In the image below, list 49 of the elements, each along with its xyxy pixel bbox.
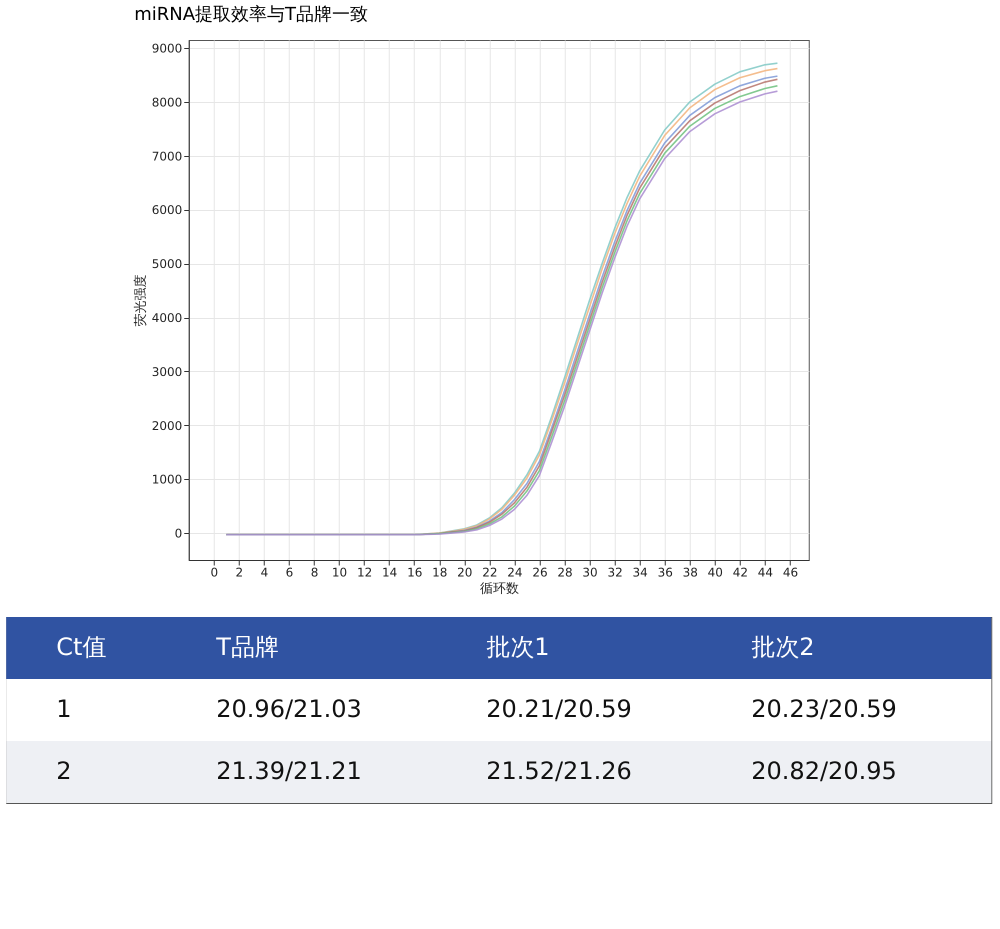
- x-tick-label: 34: [632, 566, 648, 580]
- x-tick-label: 22: [482, 566, 498, 580]
- x-tick-label: 12: [356, 566, 372, 580]
- x-tick-label: 4: [260, 566, 268, 580]
- x-tick-label: 26: [532, 566, 548, 580]
- x-tick-label: 0: [210, 566, 218, 580]
- x-tick-label: 10: [332, 566, 348, 580]
- x-tick-label: 14: [382, 566, 398, 580]
- x-tick-label: 28: [557, 566, 573, 580]
- x-tick-label: 24: [507, 566, 523, 580]
- text: 21.39/21.21: [216, 757, 362, 785]
- x-tick-label: 8: [310, 566, 318, 580]
- x-tick-label: 40: [708, 566, 723, 580]
- text: 1: [56, 695, 72, 723]
- x-tick-label: 36: [658, 566, 673, 580]
- x-tick-label: 6: [286, 566, 294, 580]
- y-tick-label: 9000: [152, 42, 182, 56]
- text: 20.82/20.95: [751, 757, 897, 785]
- y-tick-label: 8000: [152, 95, 182, 110]
- y-tick-label: 5000: [152, 257, 182, 272]
- text: Ct值: [56, 633, 106, 661]
- text: 批次2: [751, 633, 815, 661]
- x-tick-label: 46: [782, 566, 798, 580]
- text: 20.21/20.59: [486, 695, 632, 723]
- x-tick-label: 18: [432, 566, 448, 580]
- text: 20.96/21.03: [216, 695, 362, 723]
- y-tick-label: 7000: [152, 149, 182, 164]
- y-axis-title: 荧光强度: [132, 274, 149, 326]
- y-tick-label: 4000: [152, 311, 182, 326]
- y-tick-label: 1000: [152, 472, 182, 487]
- y-tick-label: 3000: [152, 364, 182, 379]
- x-tick-label: 42: [732, 566, 748, 580]
- x-tick-label: 38: [682, 566, 698, 580]
- y-tick-label: 0: [174, 526, 182, 541]
- text: 20.23/20.59: [751, 695, 897, 723]
- y-tick-label: 6000: [152, 203, 182, 218]
- x-tick-label: 32: [607, 566, 623, 580]
- text: T品牌: [215, 633, 279, 661]
- y-tick-label: 2000: [152, 418, 182, 433]
- x-tick-label: 30: [582, 566, 598, 580]
- x-tick-label: 16: [407, 566, 422, 580]
- x-axis-title: 循环数: [480, 582, 519, 596]
- text: 21.52/21.26: [486, 757, 632, 785]
- chart-title: miRNA提取效率与T品牌一致: [134, 4, 368, 25]
- text: 批次1: [486, 633, 550, 661]
- x-tick-label: 20: [457, 566, 472, 580]
- x-tick-label: 44: [758, 566, 774, 580]
- x-tick-label: 2: [236, 566, 244, 580]
- text: 2: [56, 757, 72, 785]
